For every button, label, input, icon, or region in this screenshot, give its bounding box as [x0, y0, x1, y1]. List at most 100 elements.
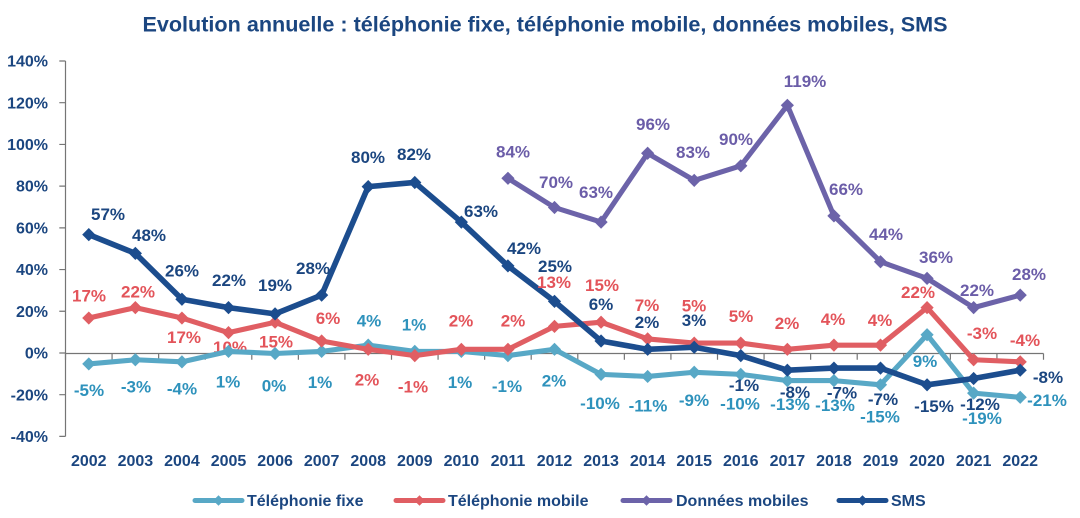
svg-text:Téléphonie mobile: Téléphonie mobile [448, 493, 589, 510]
svg-text:19%: 19% [258, 276, 292, 295]
svg-text:-13%: -13% [770, 395, 810, 414]
svg-text:1%: 1% [402, 316, 427, 335]
svg-text:-15%: -15% [860, 408, 900, 427]
svg-text:2021: 2021 [956, 453, 992, 470]
svg-text:2010: 2010 [444, 453, 480, 470]
svg-text:2016: 2016 [723, 453, 759, 470]
svg-text:2%: 2% [355, 371, 380, 390]
svg-text:2009: 2009 [397, 453, 433, 470]
svg-text:-4%: -4% [1010, 331, 1040, 350]
svg-text:28%: 28% [296, 259, 330, 278]
svg-text:22%: 22% [212, 271, 246, 290]
svg-text:26%: 26% [165, 262, 199, 281]
svg-text:-8%: -8% [780, 383, 810, 402]
svg-text:-8%: -8% [1033, 368, 1063, 387]
svg-text:22%: 22% [960, 281, 994, 300]
svg-text:6%: 6% [589, 295, 614, 314]
svg-text:-10%: -10% [720, 395, 760, 414]
svg-text:5%: 5% [682, 297, 707, 316]
svg-text:9%: 9% [913, 352, 938, 371]
svg-text:63%: 63% [464, 202, 498, 221]
svg-text:2002: 2002 [71, 453, 107, 470]
svg-text:25%: 25% [538, 257, 572, 276]
svg-text:13%: 13% [537, 273, 571, 292]
svg-text:96%: 96% [636, 115, 670, 134]
svg-text:2020: 2020 [909, 453, 945, 470]
svg-text:2008: 2008 [350, 453, 386, 470]
svg-text:-40%: -40% [11, 429, 48, 446]
svg-text:80%: 80% [351, 148, 385, 167]
svg-text:15%: 15% [585, 276, 619, 295]
svg-text:90%: 90% [719, 130, 753, 149]
svg-text:70%: 70% [539, 173, 573, 192]
svg-text:Téléphonie fixe: Téléphonie fixe [247, 493, 364, 510]
svg-text:2015: 2015 [676, 453, 712, 470]
svg-text:5%: 5% [729, 307, 754, 326]
svg-text:2011: 2011 [491, 453, 526, 470]
svg-text:22%: 22% [121, 283, 155, 302]
svg-text:-1%: -1% [398, 378, 428, 397]
svg-text:100%: 100% [7, 137, 48, 154]
svg-text:1%: 1% [216, 373, 241, 392]
svg-text:80%: 80% [16, 179, 48, 196]
svg-text:1%: 1% [308, 373, 333, 392]
svg-text:2012: 2012 [537, 453, 573, 470]
svg-text:SMS: SMS [891, 493, 926, 510]
svg-text:82%: 82% [397, 145, 431, 164]
svg-text:3%: 3% [682, 311, 707, 330]
svg-text:119%: 119% [784, 72, 827, 91]
svg-text:0%: 0% [262, 377, 287, 396]
svg-text:15%: 15% [259, 333, 293, 352]
svg-text:2006: 2006 [257, 453, 293, 470]
svg-text:-3%: -3% [967, 324, 997, 343]
svg-text:-12%: -12% [960, 395, 1000, 414]
svg-text:44%: 44% [869, 225, 903, 244]
svg-text:2004: 2004 [164, 453, 200, 470]
svg-text:-7%: -7% [827, 384, 857, 403]
svg-text:4%: 4% [357, 312, 382, 331]
svg-text:-15%: -15% [914, 397, 954, 416]
svg-text:-13%: -13% [815, 396, 855, 415]
svg-text:-9%: -9% [679, 391, 709, 410]
svg-text:-1%: -1% [492, 377, 522, 396]
svg-text:-4%: -4% [167, 380, 197, 399]
svg-text:66%: 66% [829, 180, 863, 199]
svg-text:2007: 2007 [304, 453, 340, 470]
svg-text:2022: 2022 [1002, 453, 1038, 470]
svg-text:-7%: -7% [868, 390, 898, 409]
svg-text:40%: 40% [16, 262, 48, 279]
svg-text:48%: 48% [132, 226, 166, 245]
svg-text:-3%: -3% [121, 378, 151, 397]
svg-text:2019: 2019 [863, 453, 899, 470]
svg-text:-1%: -1% [729, 376, 759, 395]
svg-text:83%: 83% [676, 143, 710, 162]
svg-text:2018: 2018 [816, 453, 852, 470]
svg-text:28%: 28% [1012, 265, 1046, 284]
svg-text:57%: 57% [91, 205, 125, 224]
svg-text:42%: 42% [507, 239, 541, 258]
svg-text:84%: 84% [496, 143, 530, 162]
svg-text:-5%: -5% [74, 381, 104, 400]
svg-text:2%: 2% [635, 313, 660, 332]
svg-text:2017: 2017 [770, 453, 806, 470]
svg-text:17%: 17% [72, 287, 106, 306]
svg-text:120%: 120% [7, 95, 48, 112]
svg-text:2013: 2013 [583, 453, 619, 470]
svg-text:2014: 2014 [630, 453, 666, 470]
svg-text:-20%: -20% [11, 387, 48, 404]
svg-text:Données mobiles: Données mobiles [676, 493, 809, 510]
svg-text:Evolution annuelle : téléphoni: Evolution annuelle : téléphonie fixe, té… [142, 12, 947, 37]
svg-text:2%: 2% [542, 372, 567, 391]
svg-text:2003: 2003 [118, 453, 154, 470]
svg-text:60%: 60% [16, 220, 48, 237]
svg-text:20%: 20% [16, 304, 48, 321]
svg-text:7%: 7% [635, 296, 660, 315]
svg-text:22%: 22% [901, 283, 935, 302]
svg-text:2%: 2% [449, 312, 474, 331]
svg-text:4%: 4% [821, 310, 846, 329]
svg-text:-11%: -11% [629, 397, 668, 416]
svg-text:4%: 4% [868, 311, 893, 330]
svg-text:1%: 1% [448, 373, 473, 392]
svg-text:36%: 36% [919, 248, 953, 267]
svg-text:63%: 63% [579, 183, 613, 202]
